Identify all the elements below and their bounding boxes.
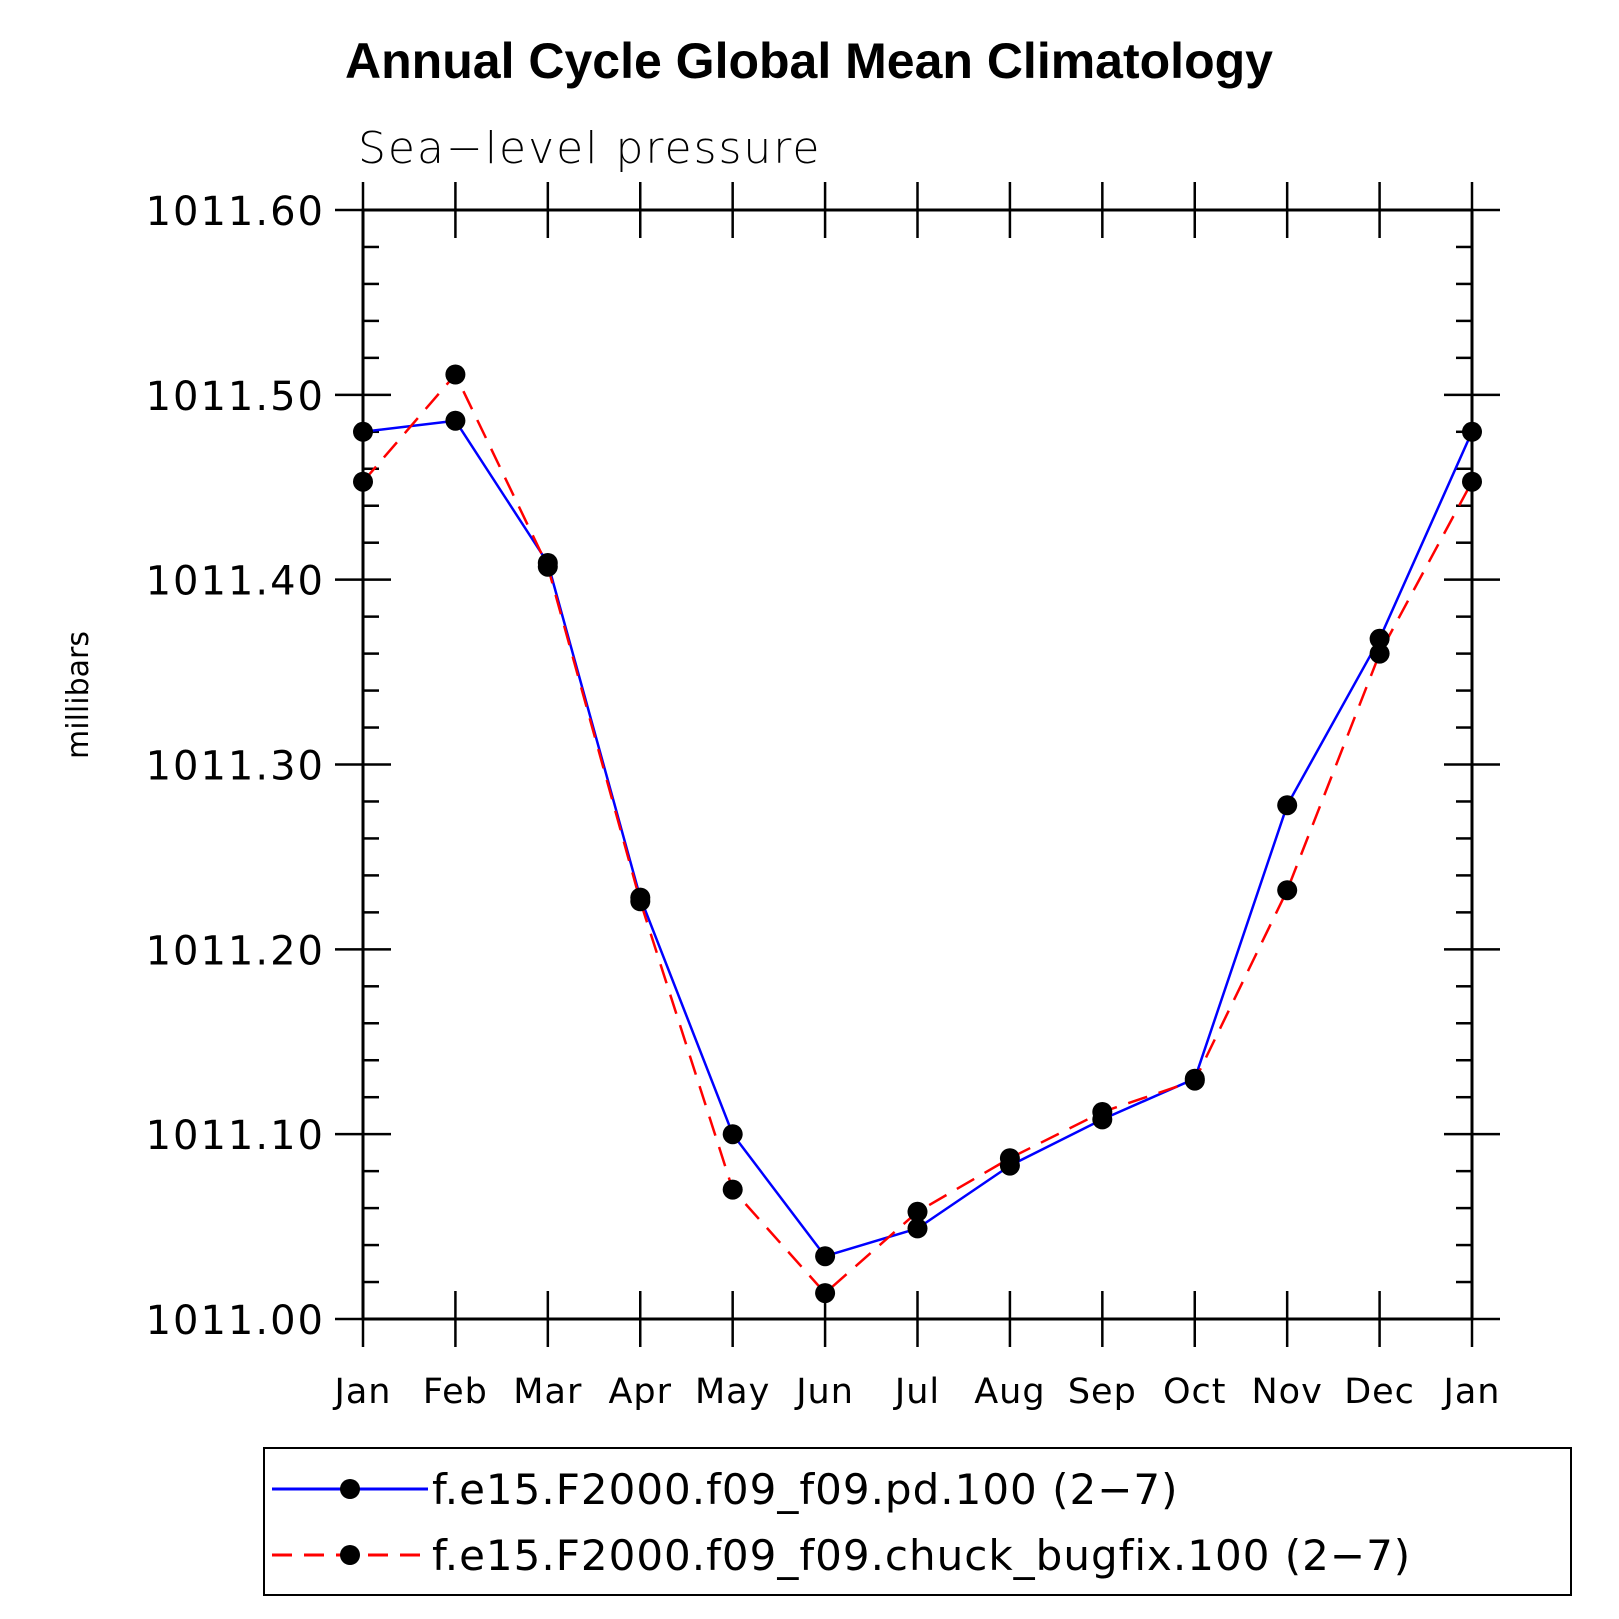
data-point-series-2	[1092, 1102, 1113, 1122]
data-point-series-2	[1462, 471, 1482, 492]
series-line-1	[362, 419, 1474, 1258]
series-lines	[362, 373, 1474, 1295]
data-point-series-2	[907, 1201, 928, 1222]
x-tick-label: Feb	[423, 1372, 488, 1412]
x-tick-label: Nov	[1252, 1372, 1323, 1412]
series-points	[353, 364, 1482, 1304]
data-point-series-2	[1277, 880, 1298, 901]
data-point-series-1	[445, 410, 466, 431]
x-tick-label: Jun	[794, 1372, 854, 1412]
plot-frame	[361, 208, 1474, 1321]
data-point-series-2	[1184, 1070, 1205, 1091]
x-tick-label: Apr	[608, 1372, 672, 1412]
y-tick-label: 1011.30	[146, 744, 325, 790]
series-line-2	[362, 373, 1474, 1295]
x-tick-label: Sep	[1068, 1372, 1137, 1412]
x-tick-label: Dec	[1344, 1372, 1415, 1412]
legend: f.e15.F2000.f09_f09.pd.100 (2−7) f.e15.F…	[263, 1447, 1572, 1596]
y-tick-label: 1011.60	[146, 189, 325, 235]
legend-marker-series-1	[340, 1479, 360, 1499]
x-tick-labels: Jan Feb Mar Apr May Jun Jul Aug Sep Oct Nov Dec Jan	[333, 1372, 1501, 1412]
x-tick-label: Mar	[513, 1372, 582, 1412]
data-point-series-2	[1369, 643, 1390, 664]
y-tick-labels: 1011.00 1011.10 1011.20 1011.30 1011.40 1011.…	[146, 189, 325, 1344]
y-axis-label: millibars	[61, 631, 96, 759]
data-point-series-2	[722, 1179, 743, 1200]
data-point-series-2	[999, 1148, 1020, 1169]
x-tick-label: May	[695, 1372, 770, 1412]
legend-label-series-1: f.e15.F2000.f09_f09.pd.100 (2−7)	[432, 1465, 1179, 1514]
legend-marker-series-2	[340, 1545, 360, 1565]
data-point-series-1	[353, 421, 373, 442]
data-point-series-2	[815, 1283, 836, 1304]
x-tick-label: Jul	[893, 1372, 940, 1412]
y-tick-label: 1011.40	[146, 559, 325, 605]
data-point-series-1	[1369, 628, 1390, 649]
data-point-series-2	[537, 556, 558, 577]
legend-label-series-2: f.e15.F2000.f09_f09.chuck_bugfix.100 (2−…	[432, 1531, 1411, 1580]
data-point-series-1	[907, 1218, 928, 1239]
legend-box	[263, 1447, 1572, 1596]
data-point-series-2	[630, 891, 651, 912]
x-tick-label: Oct	[1163, 1372, 1227, 1412]
y-tick-label: 1011.10	[146, 1113, 325, 1159]
y-tick-label: 1011.00	[146, 1298, 325, 1344]
x-tick-label: Aug	[974, 1372, 1045, 1412]
data-point-series-1	[722, 1124, 743, 1145]
data-point-series-2	[445, 364, 466, 385]
chart-title: Annual Cycle Global Mean Climatology	[345, 33, 1273, 89]
data-point-series-1	[815, 1246, 836, 1267]
x-tick-label: Jan	[1442, 1372, 1501, 1412]
data-point-series-2	[353, 471, 373, 492]
chart-subtitle: Sea−level pressure	[358, 123, 822, 174]
y-tick-label: 1011.50	[146, 374, 325, 420]
data-point-series-1	[1462, 421, 1482, 442]
y-tick-label: 1011.20	[146, 928, 325, 974]
axis-ticks	[335, 182, 1500, 1347]
x-tick-label: Jan	[333, 1372, 392, 1412]
data-point-series-1	[1277, 795, 1298, 816]
